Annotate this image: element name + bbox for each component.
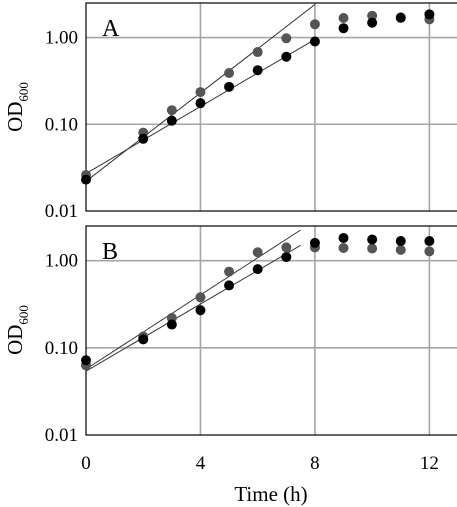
data-point-a-1: [224, 81, 235, 92]
x-tick-label-8: 8: [310, 453, 320, 474]
data-point-a-0: [309, 19, 320, 30]
panel-label-a: A: [102, 16, 120, 42]
data-point-b-1: [195, 305, 206, 316]
data-point-a-1: [195, 98, 206, 109]
data-point-a-0: [252, 47, 263, 58]
data-point-a-1: [81, 174, 91, 185]
data-point-b-1: [81, 355, 91, 366]
data-point-b-1: [224, 280, 235, 291]
data-point-a-1: [252, 65, 263, 76]
data-point-b-0: [395, 244, 406, 255]
data-point-a-1: [367, 17, 378, 28]
data-point-a-1: [166, 115, 177, 126]
x-tick-label-4: 4: [196, 453, 206, 474]
y-axis-label-b-sub: 600: [16, 305, 31, 325]
fit-line-b-0: [85, 229, 301, 370]
y-tick-label-b: 0.01: [45, 425, 78, 446]
data-point-b-0: [252, 247, 263, 258]
data-point-b-1: [166, 319, 177, 330]
y-tick-label-a: 0.01: [45, 201, 78, 222]
data-point-a-0: [281, 33, 292, 44]
y-axis-label-b: OD600: [3, 305, 31, 355]
data-point-b-1: [138, 334, 149, 345]
data-point-a-0: [338, 12, 349, 23]
data-point-b-1: [338, 233, 349, 244]
y-tick-label-a: 0.10: [45, 114, 78, 135]
data-point-b-0: [281, 242, 292, 253]
data-point-b-1: [281, 252, 292, 263]
y-axis-label-a-main: OD: [3, 102, 27, 132]
data-point-a-1: [309, 36, 320, 47]
data-point-b-1: [309, 237, 320, 248]
data-point-a-1: [138, 133, 149, 144]
data-point-b-1: [252, 264, 263, 275]
data-point-a-0: [367, 10, 378, 21]
plot-frame-b: [85, 225, 457, 436]
plot-frame-a: [85, 2, 457, 212]
data-point-b-0: [338, 242, 349, 253]
y-tick-label-a: 1.00: [45, 28, 78, 49]
y-tick-label-b: 1.00: [45, 251, 78, 272]
panel-label-b: B: [102, 239, 118, 265]
data-point-b-1: [424, 236, 435, 247]
data-point-a-1: [424, 9, 435, 20]
data-point-a-0: [224, 67, 235, 78]
data-point-b-0: [224, 266, 235, 277]
x-tick-label-0: 0: [81, 453, 91, 474]
data-point-a-1: [338, 23, 349, 34]
x-tick-label-12: 12: [420, 453, 439, 474]
data-point-b-1: [367, 234, 378, 245]
y-axis-label-a-sub: 600: [16, 82, 31, 102]
data-point-a-1: [395, 12, 406, 23]
data-point-a-0: [195, 87, 206, 98]
data-point-b-0: [195, 292, 206, 303]
y-axis-label-b-main: OD: [3, 325, 27, 355]
panel-a: 0.01 0.10 1.00 A: [45, 2, 457, 222]
data-point-a-1: [281, 51, 292, 62]
x-axis-label: Time (h): [234, 482, 307, 506]
fit-line-b-1: [85, 244, 301, 372]
data-point-b-0: [367, 243, 378, 254]
y-axis-label-a: OD600: [3, 82, 31, 132]
data-point-b-1: [395, 236, 406, 247]
data-point-b-0: [424, 246, 435, 257]
panel-b: 0.01 0.10 1.00 0 4 8 12 B: [45, 225, 457, 474]
data-point-a-0: [166, 105, 177, 116]
y-tick-label-b: 0.10: [45, 338, 78, 359]
